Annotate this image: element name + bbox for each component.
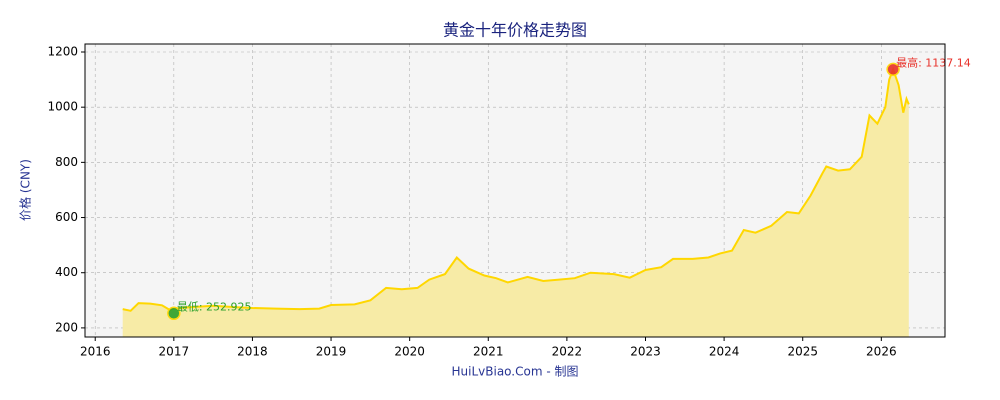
annotation: 最低: 252.925 xyxy=(177,300,252,313)
footer: HuiLvBiao.Com - 制图 xyxy=(452,365,579,379)
x-tick-label: 2026 xyxy=(866,345,897,359)
x-tick-label: 2018 xyxy=(237,345,268,359)
x-tick-label: 2024 xyxy=(709,345,740,359)
y-tick-label: 1000 xyxy=(47,100,78,114)
y-axis-label: 价格 (CNY) xyxy=(18,159,33,221)
x-tick-label: 2023 xyxy=(630,345,661,359)
plot-frame xyxy=(84,43,946,338)
y-tick-label: 200 xyxy=(55,320,78,334)
annotation: 最高: 1137.14 xyxy=(896,55,971,69)
x-tick-label: 2019 xyxy=(316,345,347,359)
extreme-marker xyxy=(167,306,181,321)
x-tick-label: 2021 xyxy=(473,345,504,359)
y-tick-label: 800 xyxy=(55,155,78,169)
area-fill xyxy=(122,69,909,338)
y-tick-label: 1200 xyxy=(47,45,78,59)
y-tick-label: 400 xyxy=(55,265,78,279)
x-tick-label: 2016 xyxy=(80,345,111,359)
x-tick-label: 2025 xyxy=(787,345,818,359)
x-tick-label: 2017 xyxy=(159,345,190,359)
extreme-marker xyxy=(886,62,900,77)
x-tick-label: 2020 xyxy=(394,345,425,359)
x-tick-label: 2022 xyxy=(552,345,583,359)
price-line xyxy=(122,66,910,312)
chart-title: 黄金十年价格走势图 xyxy=(443,21,587,40)
y-tick-label: 600 xyxy=(55,210,78,224)
